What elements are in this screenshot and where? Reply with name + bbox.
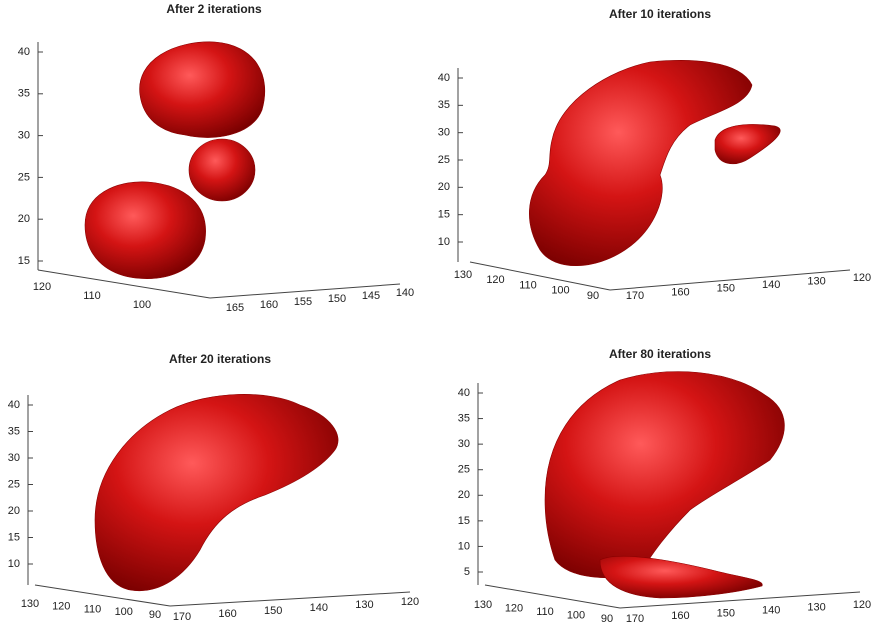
z-tick-label: 15	[18, 255, 30, 267]
z-tick-label: 30	[458, 438, 470, 450]
y-tick-label: 160	[218, 608, 236, 620]
surface	[95, 394, 338, 590]
z-tick-label: 15	[458, 515, 470, 527]
panel-title: After 20 iterations	[169, 352, 271, 366]
z-tick-label: 35	[8, 425, 20, 437]
y-tick-label: 130	[807, 602, 825, 614]
z-tick-label: 35	[458, 412, 470, 424]
z-tick-label: 35	[18, 88, 30, 100]
z-tick-label: 10	[458, 540, 470, 552]
panel-title: After 2 iterations	[166, 2, 262, 16]
z-tick-label: 15	[8, 531, 20, 543]
z-tick-label: 20	[458, 489, 470, 501]
z-tick-label: 40	[458, 387, 470, 399]
y-tick-label: 160	[671, 286, 689, 298]
surface	[85, 42, 265, 279]
z-tick-label: 40	[8, 399, 20, 411]
x-tick-label: 130	[474, 599, 492, 611]
x-tick-label: 100	[551, 285, 569, 297]
x-tick-label: 110	[536, 606, 554, 618]
z-tick-label: 25	[8, 478, 20, 490]
z-tick-label: 15	[438, 209, 450, 221]
y-tick-label: 145	[362, 290, 380, 302]
panel-title: After 80 iterations	[609, 347, 711, 361]
x-tick-label: 100	[115, 606, 133, 618]
x-tick-label: 90	[587, 290, 599, 302]
figure: After 2 iterations 40 35 30 25 20 15 120 110 100 1…	[0, 0, 884, 631]
y-tick-label: 160	[260, 299, 278, 311]
z-tick-label: 30	[438, 127, 450, 139]
y-tick-label: 165	[226, 302, 244, 314]
x-tick-label: 130	[454, 269, 472, 281]
x-tick-label: 110	[519, 279, 537, 291]
x-tick-label: 120	[33, 281, 51, 293]
z-tick-label: 40	[438, 72, 450, 84]
y-tick-label: 160	[671, 610, 689, 622]
y-tick-label: 150	[717, 283, 735, 295]
z-tick-label: 25	[18, 171, 30, 183]
z-tick-label: 30	[18, 130, 30, 142]
y-tick-label: 150	[328, 293, 346, 305]
y-tick-label: 155	[294, 296, 312, 308]
x-tick-label: 100	[133, 299, 151, 311]
y-tick-label: 140	[310, 602, 328, 614]
z-tick-label: 25	[458, 464, 470, 476]
y-tick-label: 150	[717, 607, 735, 619]
y-tick-label: 130	[807, 276, 825, 288]
y-tick-label: 120	[401, 596, 419, 608]
y-tick-label: 140	[396, 287, 414, 299]
y-tick-label: 170	[173, 611, 191, 623]
z-tick-label: 20	[18, 213, 30, 225]
y-tick-label: 150	[264, 605, 282, 617]
y-tick-label: 170	[626, 290, 644, 302]
x-tick-label: 120	[486, 274, 504, 286]
x-tick-label: 90	[149, 609, 161, 621]
y-tick-label: 170	[626, 613, 644, 625]
x-tick-label: 130	[21, 598, 39, 610]
z-tick-label: 25	[438, 154, 450, 166]
x-tick-label: 110	[83, 290, 101, 302]
y-tick-label: 120	[853, 272, 871, 284]
panel-title: After 10 iterations	[609, 7, 711, 21]
x-tick-label: 90	[601, 613, 613, 625]
x-tick-label: 100	[567, 609, 585, 621]
x-tick-label: 120	[52, 601, 70, 613]
y-tick-label: 140	[762, 605, 780, 617]
surface	[545, 372, 784, 598]
x-tick-label: 110	[84, 603, 102, 615]
y-axis	[170, 592, 410, 606]
z-tick-label: 30	[8, 452, 20, 464]
z-tick-label: 10	[438, 236, 450, 248]
y-tick-label: 120	[853, 599, 871, 611]
z-tick-label: 35	[438, 99, 450, 111]
y-tick-label: 140	[762, 279, 780, 291]
y-tick-label: 130	[355, 599, 373, 611]
z-tick-label: 20	[8, 505, 20, 517]
z-tick-label: 5	[464, 566, 470, 578]
z-tick-label: 20	[438, 181, 450, 193]
x-tick-label: 120	[505, 602, 523, 614]
z-tick-label: 10	[8, 558, 20, 570]
surface	[529, 60, 780, 265]
z-tick-label: 40	[18, 46, 30, 58]
